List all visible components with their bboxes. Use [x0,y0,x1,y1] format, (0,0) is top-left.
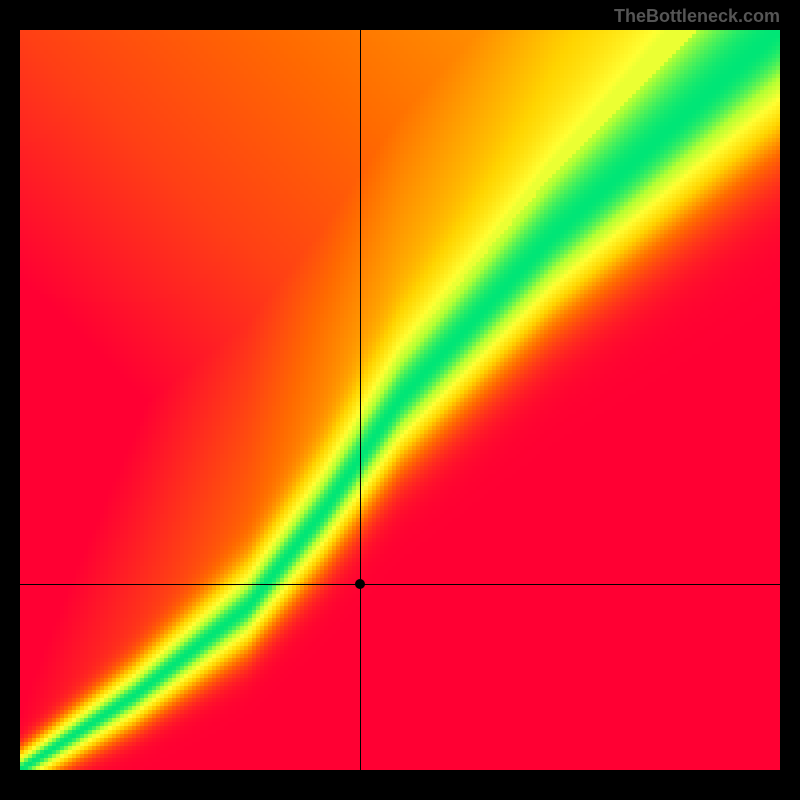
plot-area [20,30,780,770]
watermark-text: TheBottleneck.com [614,6,780,27]
crosshair-horizontal [20,584,780,585]
crosshair-vertical [360,30,361,770]
crosshair-marker [355,579,365,589]
bottleneck-heatmap [20,30,780,770]
figure-container: TheBottleneck.com [0,0,800,800]
